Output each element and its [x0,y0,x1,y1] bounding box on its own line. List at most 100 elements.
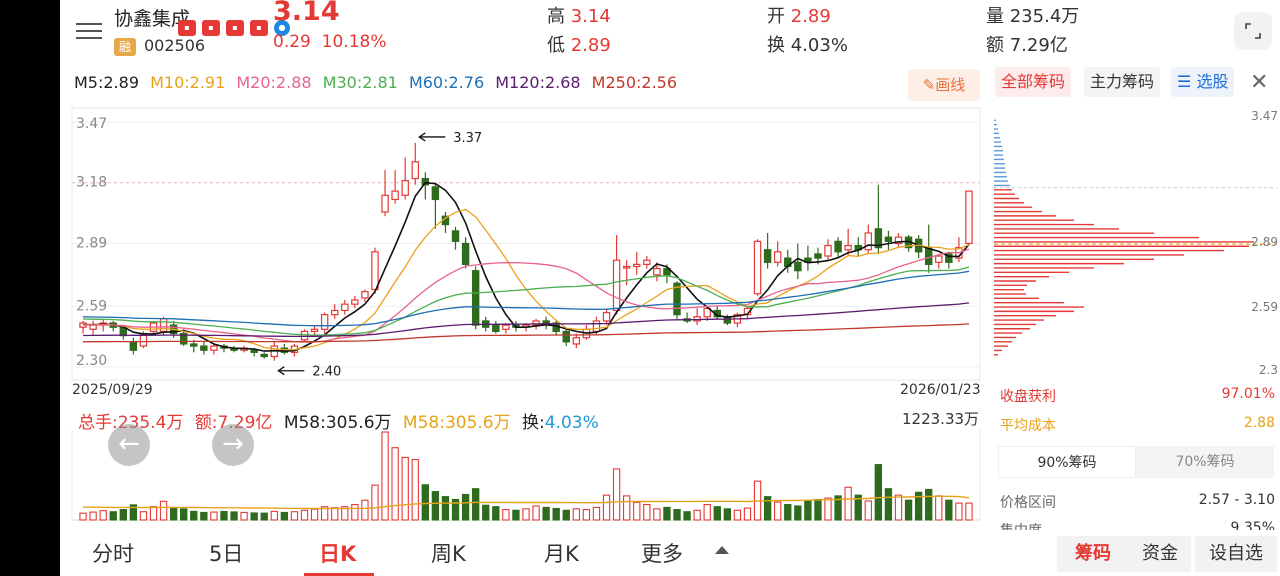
quote-high: 高 3.14 [547,6,611,27]
volume-bar [290,511,299,521]
volume-bar [633,501,641,521]
stock-tag-icons[interactable]: ▪ ▪ ▪ ▪ ● [178,20,290,36]
volume-bar [180,508,188,521]
tab-more[interactable]: 更多 [641,542,683,566]
vol-turnover-value: 4.03% [544,413,599,433]
volume-bar [945,499,953,521]
volume-bar [673,509,681,521]
close-icon[interactable]: ✕ [1250,70,1269,95]
volume-bar [341,506,349,521]
quote-low: 低 2.89 [547,35,611,56]
chip-price-label: 2.3 [1259,363,1278,377]
next-arrow-button[interactable]: → [212,424,254,466]
chips-button[interactable]: 筹码 [1057,536,1129,572]
start-date: 2025/09/29 [72,382,153,398]
volume-bar [320,506,329,521]
tab-5day[interactable]: 5日 [209,542,244,566]
candle-body [844,244,852,251]
tag-icon[interactable]: ● [274,20,290,36]
tab-intraday[interactable]: 分时 [92,542,134,566]
volume-bar [884,488,893,521]
tab-stock-picker[interactable]: ☰ 选股 [1171,67,1235,97]
ma20-value: M20:2.88 [236,73,312,92]
vol-ma58-b: M58:305.6万 [402,413,511,433]
volume-bar [703,503,711,521]
volume-bar [109,511,117,521]
volume-bar [914,491,923,521]
candle-body [643,259,651,265]
volume-bar [361,499,369,521]
candle-body [159,318,168,333]
menu-icon[interactable] [76,18,102,44]
candle-body [693,316,701,322]
volume-bar [411,459,419,521]
volume-bar [240,511,248,521]
volume-bar [763,496,772,521]
tab-90-chips[interactable]: 90%筹码 [998,446,1136,478]
volume-bar [230,511,238,521]
volume-bar [743,507,752,521]
volume-bar [482,504,490,521]
volume-bar [401,456,409,521]
volume-bar [552,507,560,521]
kline-chart[interactable]: 3.47 3.18 2.89 2.59 2.30 3.37 2.40 [60,100,985,382]
volume-bar [190,510,198,521]
total-amount: 额:7.29亿 [194,413,273,433]
ma120-line [82,302,970,338]
tab-all-chips[interactable]: 全部筹码 [995,67,1072,97]
prev-arrow-button[interactable]: ← [108,424,150,466]
add-watchlist-button[interactable]: 设自选 [1195,536,1277,572]
candle-body [250,349,258,353]
volume-chart[interactable] [60,430,985,522]
candle-body [401,180,409,196]
concentration-row: 集中度 9.35% [1000,520,1275,530]
volume-bar [200,511,208,521]
ma30-value: M30:2.81 [322,73,398,92]
volume-bar [582,509,591,521]
candle-body [612,259,621,312]
chip-price-label: 2.59 [1251,300,1278,314]
volume-bar [723,508,732,521]
volume-bar [824,497,832,521]
volume-bar [844,486,852,521]
tag-icon[interactable]: ▪ [178,20,196,36]
volume-bar [592,506,601,521]
volume-max: 1223.33万 [902,410,980,428]
total-volume: 总手:235.4万 [78,413,184,433]
chevron-up-icon[interactable] [715,546,729,554]
list-icon: ☰ [1177,72,1197,91]
volume-bar [210,511,218,521]
pencil-icon: ✎ [922,76,936,94]
tag-icon[interactable]: ▪ [202,20,220,36]
volume-bar [713,506,721,521]
landscape-toggle-button[interactable] [1234,12,1272,50]
volume-bar [522,508,530,521]
draw-line-button[interactable]: ✎画线 [908,69,980,101]
tab-weekly-k[interactable]: 周K [431,542,466,566]
tab-monthly-k[interactable]: 月K [544,542,579,566]
ma250-value: M250:2.56 [591,73,678,92]
ma60-line [82,270,970,327]
candle-body [411,161,419,180]
ma5-line [83,181,970,352]
candle-body [653,267,661,276]
volume-bar [834,495,842,521]
quote-amount: 额 7.29亿 [986,35,1068,56]
tag-icon[interactable]: ▪ [250,20,268,36]
ma120-value: M120:2.68 [495,73,581,92]
candle-body [381,194,389,213]
chip-tab-bar: 全部筹码 主力筹码 ☰ 选股 [995,67,1280,97]
tag-icon[interactable]: ▪ [226,20,244,36]
chip-price-label: 3.47 [1251,109,1278,123]
tab-main-chips[interactable]: 主力筹码 [1084,67,1161,97]
quote-volume: 量 235.4万 [986,6,1080,27]
candle-body [945,253,953,263]
funds-button[interactable]: 资金 [1129,536,1191,572]
tab-70-chips[interactable]: 70%筹码 [1175,454,1235,470]
volume-bar [502,509,510,521]
tab-daily-k[interactable]: 日K [319,542,357,566]
candle-body [300,330,309,341]
candle-body [391,190,399,201]
volume-bar [371,484,379,521]
volume-bar [441,496,450,521]
